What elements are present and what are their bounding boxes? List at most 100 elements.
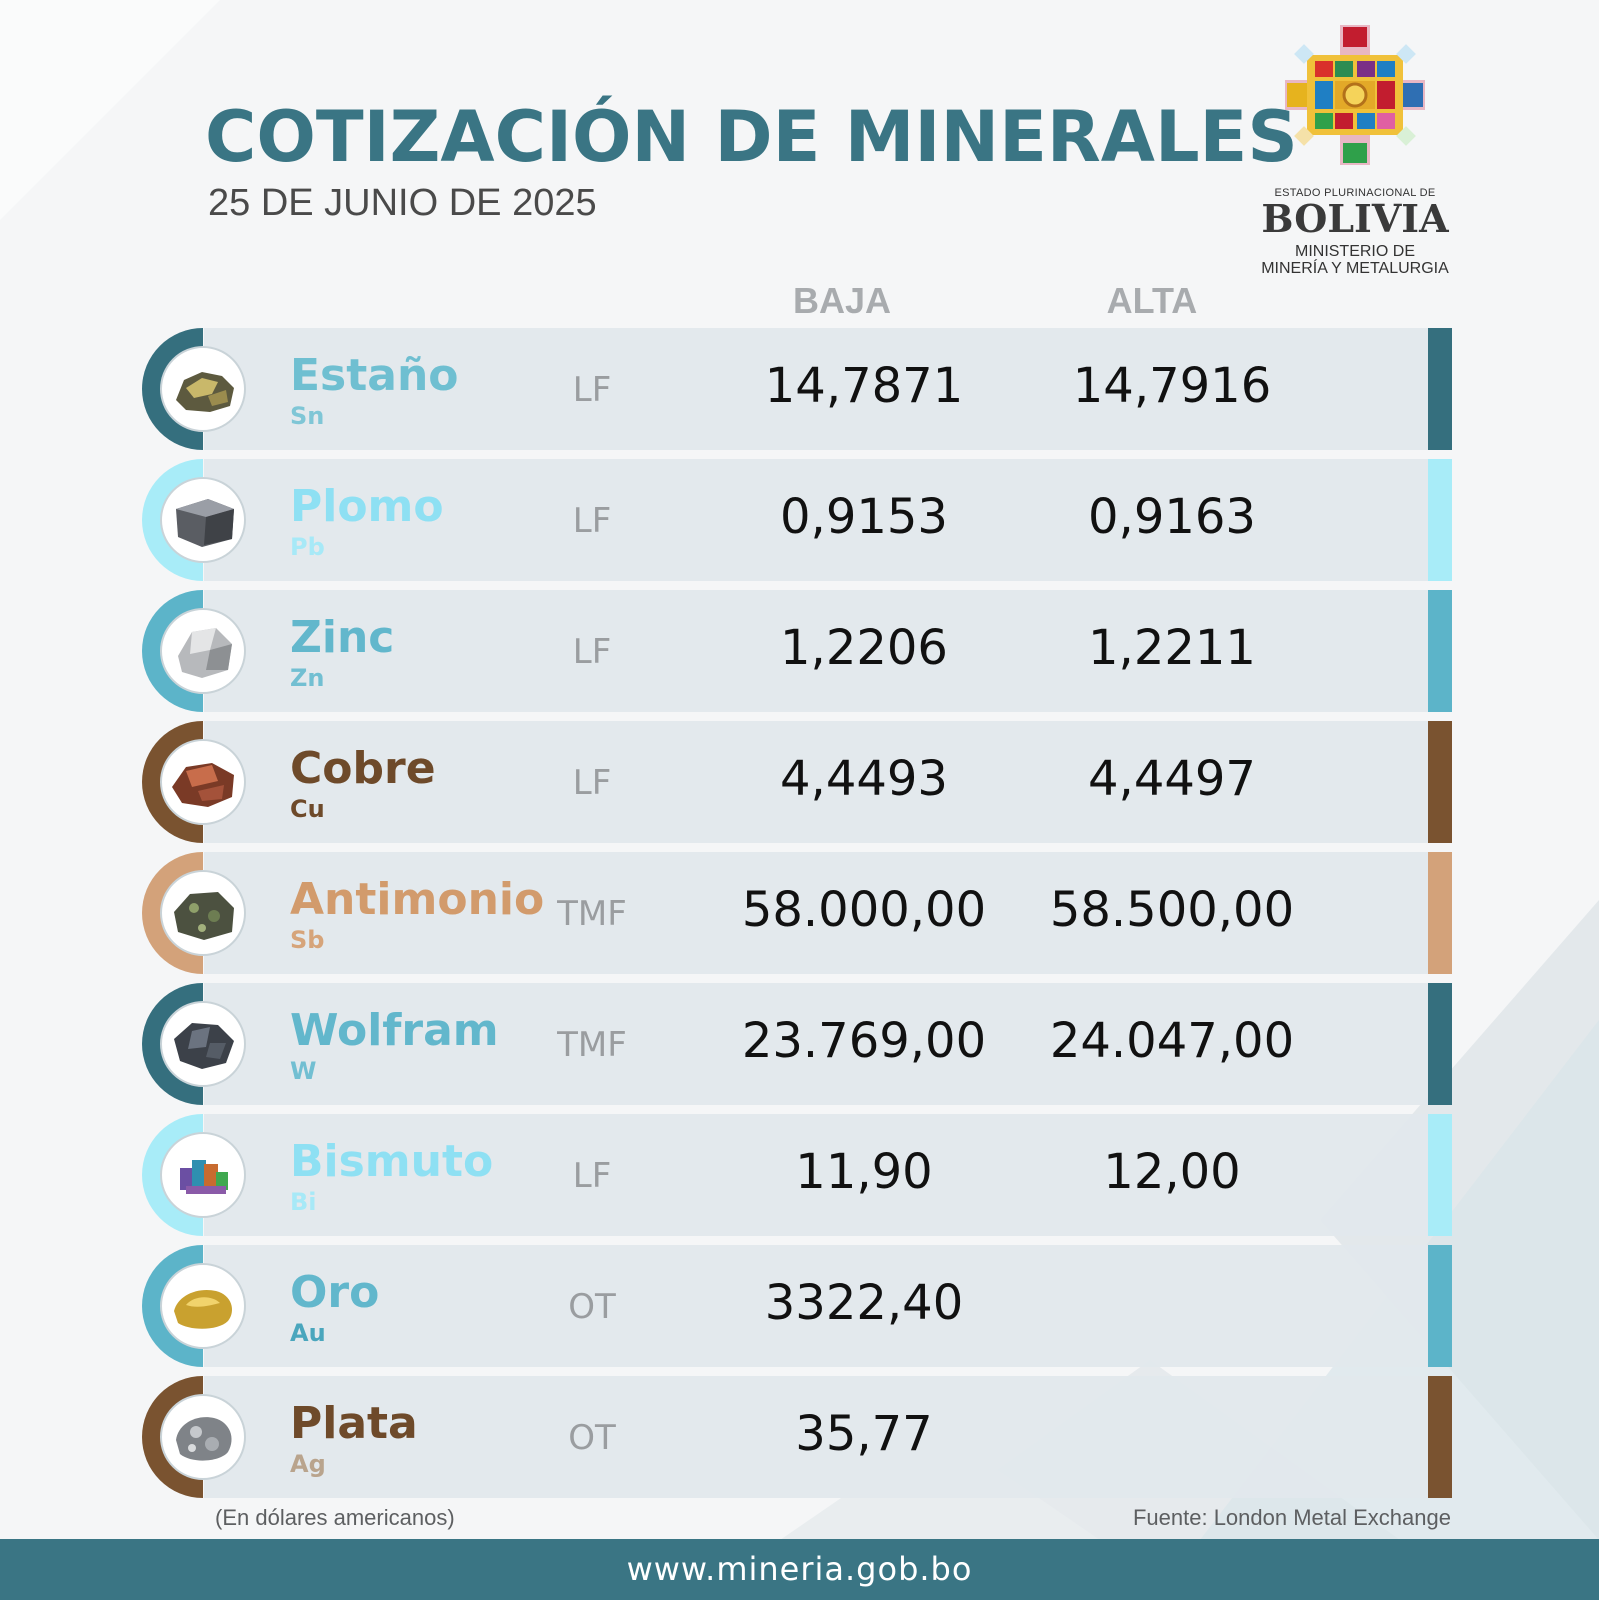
mineral-price-table: Estaño Sn LF 14,7871 14,7916 Plomo Pb LF 0,9153 0… [142,328,1452,1507]
price-baja: 11,90 [795,1144,933,1200]
row-accent-strip [1428,459,1452,581]
mineral-image [160,477,246,563]
mineral-unit: LF [572,763,612,803]
row-background [204,983,1444,1105]
mineral-badge [142,983,264,1105]
mineral-unit: LF [572,501,612,541]
mineral-row-4: Antimonio Sb TMF 58.000,00 58.500,00 [142,852,1452,974]
mineral-badge [142,590,264,712]
price-baja: 0,9153 [780,489,948,545]
silver-ore-icon [176,1417,232,1461]
row-background [204,328,1444,450]
ministry-logo: ESTADO PLURINACIONAL DE BOLIVIA MINISTER… [1255,25,1455,295]
price-baja: 14,7871 [764,358,964,414]
row-background [204,852,1444,974]
mineral-unit: OT [568,1287,616,1327]
price-baja: 1,2206 [780,620,948,676]
mineral-symbol: Cu [290,795,325,823]
mineral-row-2: Zinc Zn LF 1,2206 1,2211 [142,590,1452,712]
row-background [204,590,1444,712]
mineral-symbol: Bi [290,1188,317,1216]
logo-ministry-line2: MINERÍA Y METALURGIA [1261,260,1449,277]
page-date: 25 DE JUNIO DE 2025 [208,182,597,224]
mineral-symbol: Zn [290,664,325,692]
mineral-row-6: Bismuto Bi LF 11,90 12,00 [142,1114,1452,1236]
mineral-unit: TMF [557,1025,627,1065]
mineral-name: Cobre [290,743,436,794]
row-accent-strip [1428,721,1452,843]
row-accent-strip [1428,590,1452,712]
row-background [204,1245,1444,1367]
price-alta: 0,9163 [1088,489,1256,545]
wolfram-ore-icon [174,1023,234,1069]
mineral-name: Plata [290,1398,418,1449]
price-baja: 4,4493 [780,751,948,807]
mineral-image [160,870,246,956]
mineral-name: Antimonio [290,874,545,925]
row-background [204,1114,1444,1236]
tin-ore-icon [176,372,234,412]
mineral-unit: TMF [557,894,627,934]
price-baja: 3322,40 [764,1275,964,1331]
mineral-row-5: Wolfram W TMF 23.769,00 24.047,00 [142,983,1452,1105]
mineral-name: Zinc [290,612,395,663]
mineral-name: Bismuto [290,1136,494,1187]
price-alta: 58.500,00 [1049,882,1295,938]
gold-nugget-icon [174,1289,232,1329]
price-alta: 4,4497 [1088,751,1256,807]
antimony-ore-icon [174,892,234,940]
mineral-row-8: Plata Ag OT 35,77 [142,1376,1452,1498]
column-header-alta: ALTA [1106,280,1198,321]
zinc-ore-icon [178,628,232,678]
mineral-symbol: W [290,1057,317,1085]
logo-state-line: ESTADO PLURINACIONAL DE [1274,187,1436,199]
mineral-badge [142,459,264,581]
footer-website-link[interactable]: www.mineria.gob.bo [626,1550,973,1588]
column-header-baja: BAJA [792,280,891,321]
mineral-badge [142,1376,264,1498]
lead-ore-icon [176,499,234,547]
mineral-image [160,608,246,694]
mineral-symbol: Sn [290,402,325,430]
mineral-name: Oro [290,1267,380,1318]
copper-ore-icon [172,763,234,807]
mineral-name: Wolfram [290,1005,499,1056]
mineral-badge [142,852,264,974]
logo-ministry-line1: MINISTERIO DE [1294,243,1415,260]
mineral-image [160,346,246,432]
row-accent-strip [1428,1114,1452,1236]
mineral-name: Estaño [290,350,459,401]
mineral-symbol: Au [290,1319,326,1347]
logo-country-name: BOLIVIA [1261,196,1449,241]
currency-note: (En dólares americanos) [215,1505,455,1530]
data-source: Fuente: London Metal Exchange [1132,1505,1451,1530]
row-accent-strip [1428,983,1452,1105]
mineral-image [160,1394,246,1480]
bolivia-emblem-icon [1285,25,1425,165]
mineral-symbol: Pb [290,533,325,561]
mineral-symbol: Ag [290,1450,326,1478]
price-baja: 35,77 [795,1406,933,1462]
row-background [204,459,1444,581]
mineral-badge [142,328,264,450]
mineral-badge [142,721,264,843]
row-accent-strip [1428,328,1452,450]
mineral-row-0: Estaño Sn LF 14,7871 14,7916 [142,328,1452,450]
mineral-unit: LF [572,370,612,410]
price-alta: 24.047,00 [1049,1013,1295,1069]
price-alta: 12,00 [1103,1144,1241,1200]
price-baja: 58.000,00 [741,882,987,938]
mineral-unit: LF [572,632,612,672]
mineral-row-1: Plomo Pb LF 0,9153 0,9163 [142,459,1452,581]
row-accent-strip [1428,1376,1452,1498]
price-alta: 14,7916 [1072,358,1272,414]
mineral-symbol: Sb [290,926,325,954]
row-background [204,721,1444,843]
mineral-image [160,1001,246,1087]
mineral-image [160,1263,246,1349]
mineral-image [160,1132,246,1218]
price-baja: 23.769,00 [741,1013,987,1069]
mineral-name: Plomo [290,481,444,532]
row-accent-strip [1428,1245,1452,1367]
mineral-badge [142,1114,264,1236]
